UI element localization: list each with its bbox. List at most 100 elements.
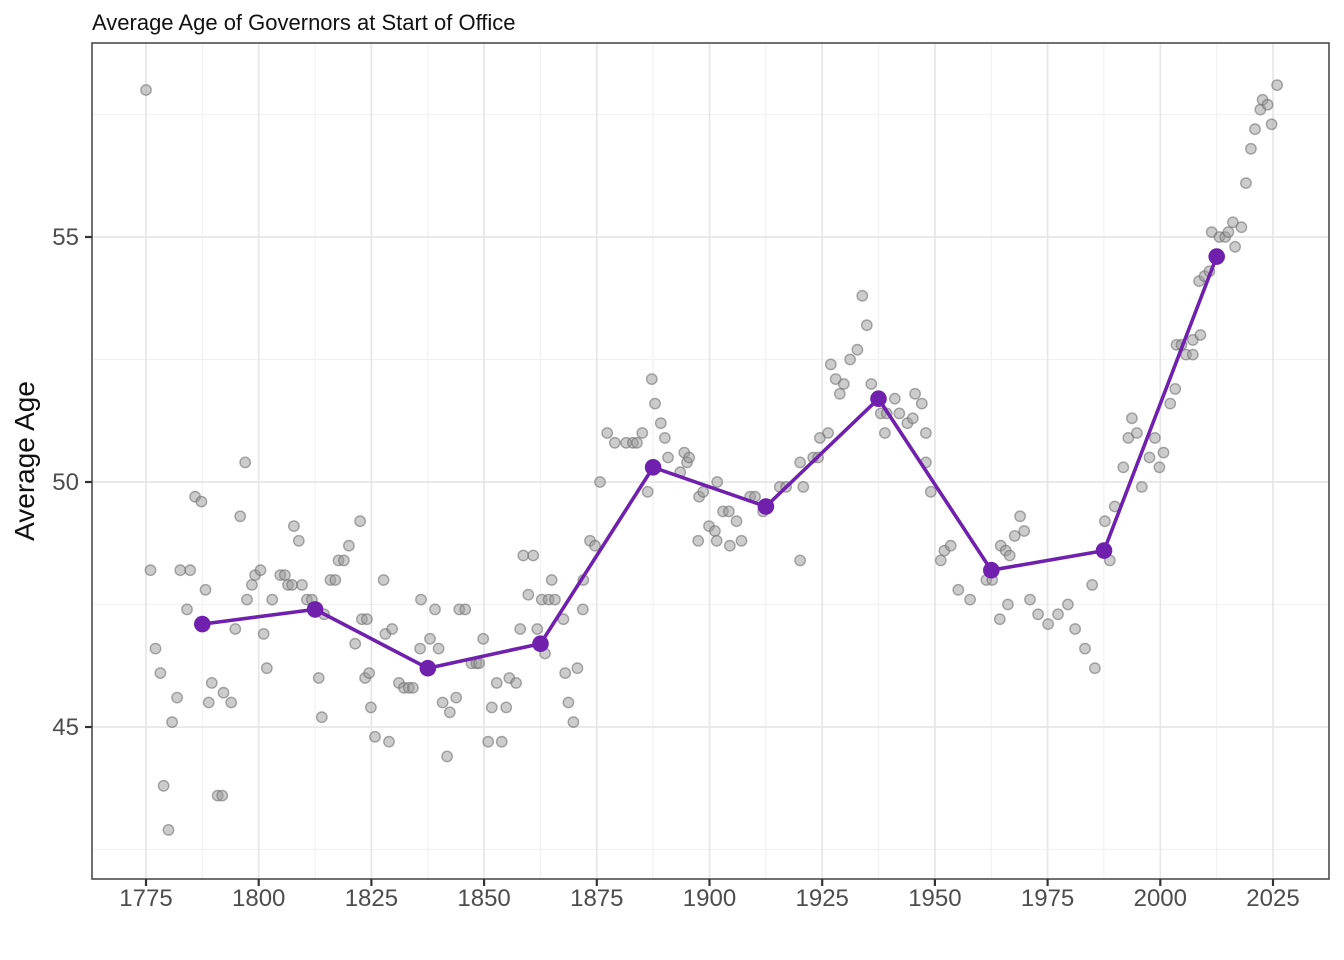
summary-point [983,561,1000,579]
scatter-point [1122,431,1135,444]
scatter-point [245,579,258,591]
scatter-point [692,534,705,547]
scatter-point [571,662,584,675]
scatter-point [254,564,267,577]
scatter-point [888,392,901,405]
scatter-point [354,515,366,528]
scatter-point [415,593,427,606]
plot-panel [92,43,1329,879]
scatter-point [364,701,377,714]
scatter-point [527,549,540,562]
scatter-point [1261,98,1274,111]
scatter-point [1186,348,1199,361]
x-tick-label: 1825 [345,885,398,912]
scatter-point [1222,226,1235,239]
scatter-point [495,735,508,748]
scatter-point [234,510,247,523]
y-tick-label: 45 [52,714,79,741]
scatter-point [549,593,561,606]
scatter-point [1086,579,1099,591]
scatter-point [429,603,441,616]
scatter-point [1169,382,1182,395]
scatter-point [278,569,291,581]
summary-point [644,459,662,476]
scatter-point [514,623,527,635]
scatter-points-layer [140,79,1284,836]
scatter-point [915,397,928,410]
summary-point [1208,248,1225,265]
scatter-point [342,539,355,552]
scatter-point [1227,216,1239,229]
scatter-point [1002,598,1014,611]
scatter-point [934,554,947,567]
scatter-point [485,701,498,714]
scatter-point [545,574,558,586]
scatter-point [1157,446,1170,459]
scatter-point [576,603,589,616]
scatter-point [482,735,495,748]
scatter-point [154,667,167,679]
scatter-point [860,319,873,332]
x-tick-label: 1775 [119,885,172,912]
scatter-point [181,603,193,616]
scatter-point [217,686,230,699]
scatter-point [641,485,654,498]
summary-point [870,390,887,408]
scatter-point [195,495,208,508]
scatter-point [833,387,846,400]
scatter-point [315,711,328,724]
scatter-point [241,593,253,606]
scatter-point [909,387,921,400]
summary-point [532,635,549,652]
scatter-point [1271,79,1284,92]
scatter-point [296,579,308,591]
x-tick-label: 1975 [1021,885,1074,912]
scatter-point [1042,618,1055,630]
scatter-point [1018,525,1031,537]
scatter-point [1126,412,1138,425]
scatter-point [567,716,580,728]
y-tick-label: 55 [52,224,79,251]
scatter-point [260,662,273,675]
scatter-point [562,696,575,709]
scatter-point [349,637,362,650]
scatter-point [286,579,298,591]
scatter-point [531,623,544,635]
scatter-point [459,603,472,616]
scatter-point [329,574,342,586]
scatter-point [239,456,252,469]
scatter-point [1240,177,1252,190]
scatter-point [337,554,350,567]
scatter-point [510,677,522,689]
scatter-point [608,436,621,449]
scatter-point [711,476,724,488]
scatter-point [1062,598,1074,611]
scatter-point [1131,427,1143,439]
scatter-point [1135,480,1148,493]
scatter-point [906,412,919,425]
scatter-point [443,706,456,719]
scatter-point [1032,608,1045,621]
scatter-point [202,696,215,709]
scatter-point [369,730,381,743]
scatter-point [162,824,175,836]
scatter-point [837,378,850,390]
scatter-point [920,427,932,439]
scatter-point [723,505,735,518]
scatter-point [225,696,238,709]
scatter-point [517,549,530,562]
scatter-point [149,642,162,655]
scatter-point [257,628,270,640]
scatter-point [1249,123,1261,136]
scatter-point [414,642,426,655]
scatter-point [140,84,152,96]
scatter-point [199,583,212,596]
scatter-point [559,667,572,679]
y-tick-label: 50 [52,469,79,496]
scatter-point [601,427,614,439]
scatter-point [794,554,806,567]
summary-point [419,659,437,677]
scatter-point [824,358,837,371]
scatter-point [1003,549,1016,562]
